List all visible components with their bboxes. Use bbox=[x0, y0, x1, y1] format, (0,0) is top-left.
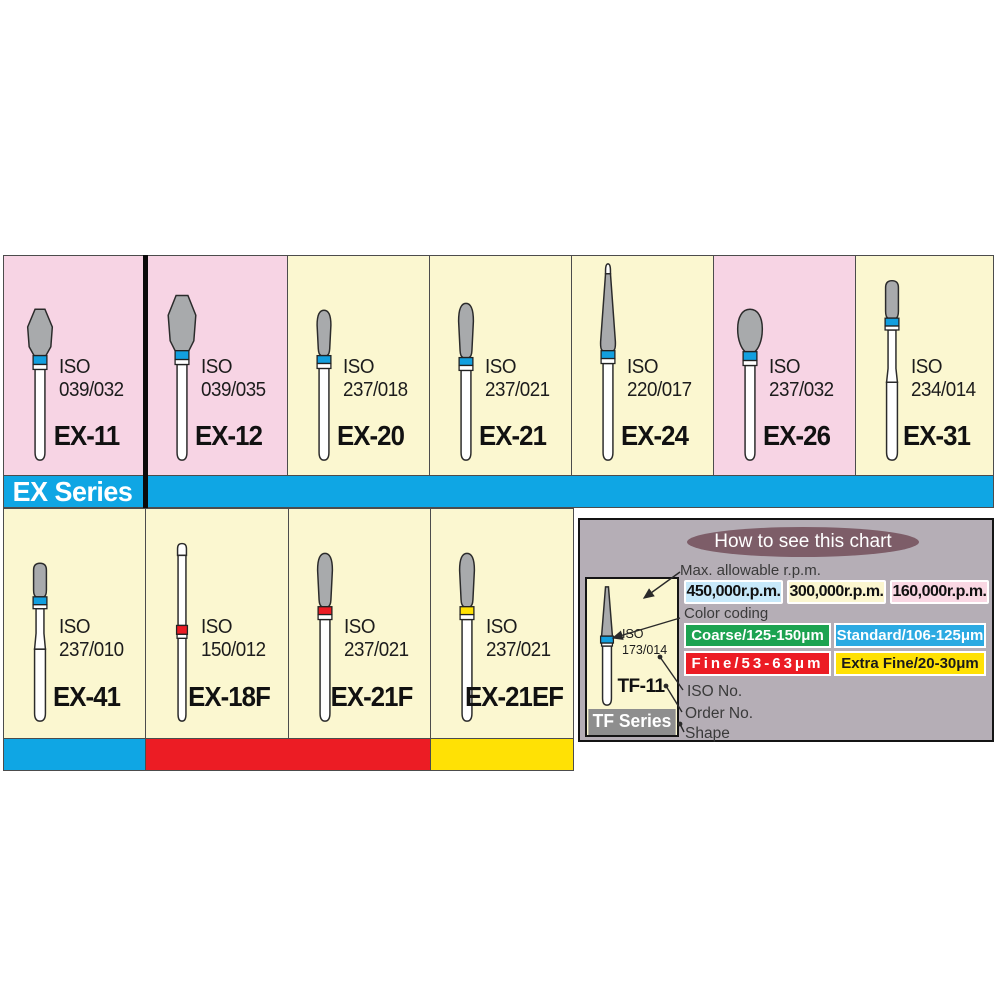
iso-number: ISO 237/021 bbox=[486, 616, 551, 661]
example-series-banner: TF Series bbox=[588, 709, 676, 735]
grit-option-fine: Fine/53-63μm bbox=[684, 651, 831, 676]
product-cell-ex-21f: ISO 237/021 EX-21F bbox=[288, 508, 431, 739]
bur-illustration-hex bbox=[26, 308, 54, 461]
product-name: EX-41 bbox=[52, 681, 121, 712]
product-name: EX-18F bbox=[188, 681, 271, 712]
section-divider bbox=[143, 255, 148, 508]
bur-illustration-cylinder bbox=[175, 542, 189, 722]
grit-option-standard: Standard/106-125μm bbox=[834, 623, 986, 648]
bur-illustration-hex-large bbox=[167, 294, 197, 461]
bur-illustration-pear bbox=[458, 552, 476, 722]
iso-number: ISO 234/014 bbox=[911, 356, 976, 401]
legend-panel: How to see this chart Max. allowable r.p… bbox=[578, 518, 994, 742]
grit-option-extra-fine: Extra Fine/20-30μm bbox=[834, 651, 986, 676]
iso-number: ISO 237/010 bbox=[59, 616, 124, 661]
product-name: EX-21 bbox=[478, 420, 547, 451]
iso-number: ISO 237/018 bbox=[343, 356, 408, 401]
product-name: EX-21EF bbox=[464, 681, 564, 712]
grit-strip-extra-fine bbox=[430, 738, 574, 771]
legend-title: How to see this chart bbox=[687, 527, 919, 557]
iso-number: ISO 237/021 bbox=[344, 616, 409, 661]
grit-strip-standard bbox=[3, 738, 146, 771]
product-name: EX-31 bbox=[902, 420, 971, 451]
iso-number: ISO 039/032 bbox=[59, 356, 124, 401]
bur-illustration-egg bbox=[736, 308, 764, 461]
product-cell-ex-21ef: ISO 237/021 EX-21EF bbox=[430, 508, 574, 739]
product-name: EX-21F bbox=[330, 681, 414, 712]
product-cell-ex-24: ISO 220/017 EX-24 bbox=[571, 255, 714, 476]
product-cell-ex-18f: ISO 150/012 EX-18F bbox=[145, 508, 289, 739]
product-name: EX-11 bbox=[53, 420, 120, 451]
iso-number: ISO 220/017 bbox=[627, 356, 692, 401]
bur-illustration-round-neck bbox=[32, 562, 48, 722]
product-cell-ex-41: ISO 237/010 EX-41 bbox=[3, 508, 146, 739]
example-product-name: TF-11 bbox=[617, 676, 665, 697]
order-no-label: Order No. bbox=[685, 705, 754, 722]
series-banner: EX Series bbox=[3, 475, 994, 508]
product-name: EX-20 bbox=[336, 420, 405, 451]
product-cell-ex-12: ISO 039/035 EX-12 bbox=[145, 255, 288, 476]
rpm-option-300000: 300,000r.p.m. bbox=[787, 580, 886, 604]
rpm-option-160000: 160,000r.p.m. bbox=[890, 580, 989, 604]
bur-illustration-pear bbox=[457, 302, 475, 461]
bur-illustration-needle bbox=[599, 586, 615, 706]
iso-number: ISO 150/012 bbox=[201, 616, 266, 661]
example-iso-number: ISO 173/014 bbox=[622, 627, 668, 657]
product-cell-ex-11: ISO 039/032 EX-11 bbox=[3, 255, 146, 476]
bur-illustration-round-cylinder bbox=[884, 279, 900, 461]
bur-chart: ISO 039/032 EX-11 ISO 039/035 EX-12 ISO 237… bbox=[3, 255, 994, 771]
iso-no-label: ISO No. bbox=[687, 683, 743, 700]
iso-number: ISO 237/032 bbox=[769, 356, 834, 401]
product-name: EX-12 bbox=[194, 420, 263, 451]
series-banner-label: EX Series bbox=[12, 476, 133, 507]
product-cell-ex-31: ISO 234/014 EX-31 bbox=[855, 255, 994, 476]
product-cell-ex-21: ISO 237/021 EX-21 bbox=[429, 255, 572, 476]
grit-strip-fine bbox=[145, 738, 431, 771]
bur-illustration-pear-small bbox=[316, 309, 332, 461]
iso-number: ISO 237/021 bbox=[485, 356, 550, 401]
bur-illustration-pear bbox=[316, 552, 334, 722]
rpm-option-450000: 450,000r.p.m. bbox=[684, 580, 783, 604]
shape-label: Shape bbox=[685, 725, 730, 742]
product-cell-ex-20: ISO 237/018 EX-20 bbox=[287, 255, 430, 476]
grit-option-coarse: Coarse/125-150μm bbox=[684, 623, 831, 648]
product-name: EX-26 bbox=[762, 420, 831, 451]
bur-illustration-taper bbox=[599, 263, 617, 461]
rpm-label: Max. allowable r.p.m. bbox=[680, 562, 821, 579]
product-cell-ex-26: ISO 237/032 EX-26 bbox=[713, 255, 856, 476]
product-name: EX-24 bbox=[620, 420, 689, 451]
example-product-cell: ISO 173/014 TF-11 TF Series bbox=[585, 577, 679, 737]
color-coding-label: Color coding bbox=[684, 605, 769, 622]
iso-number: ISO 039/035 bbox=[201, 356, 266, 401]
